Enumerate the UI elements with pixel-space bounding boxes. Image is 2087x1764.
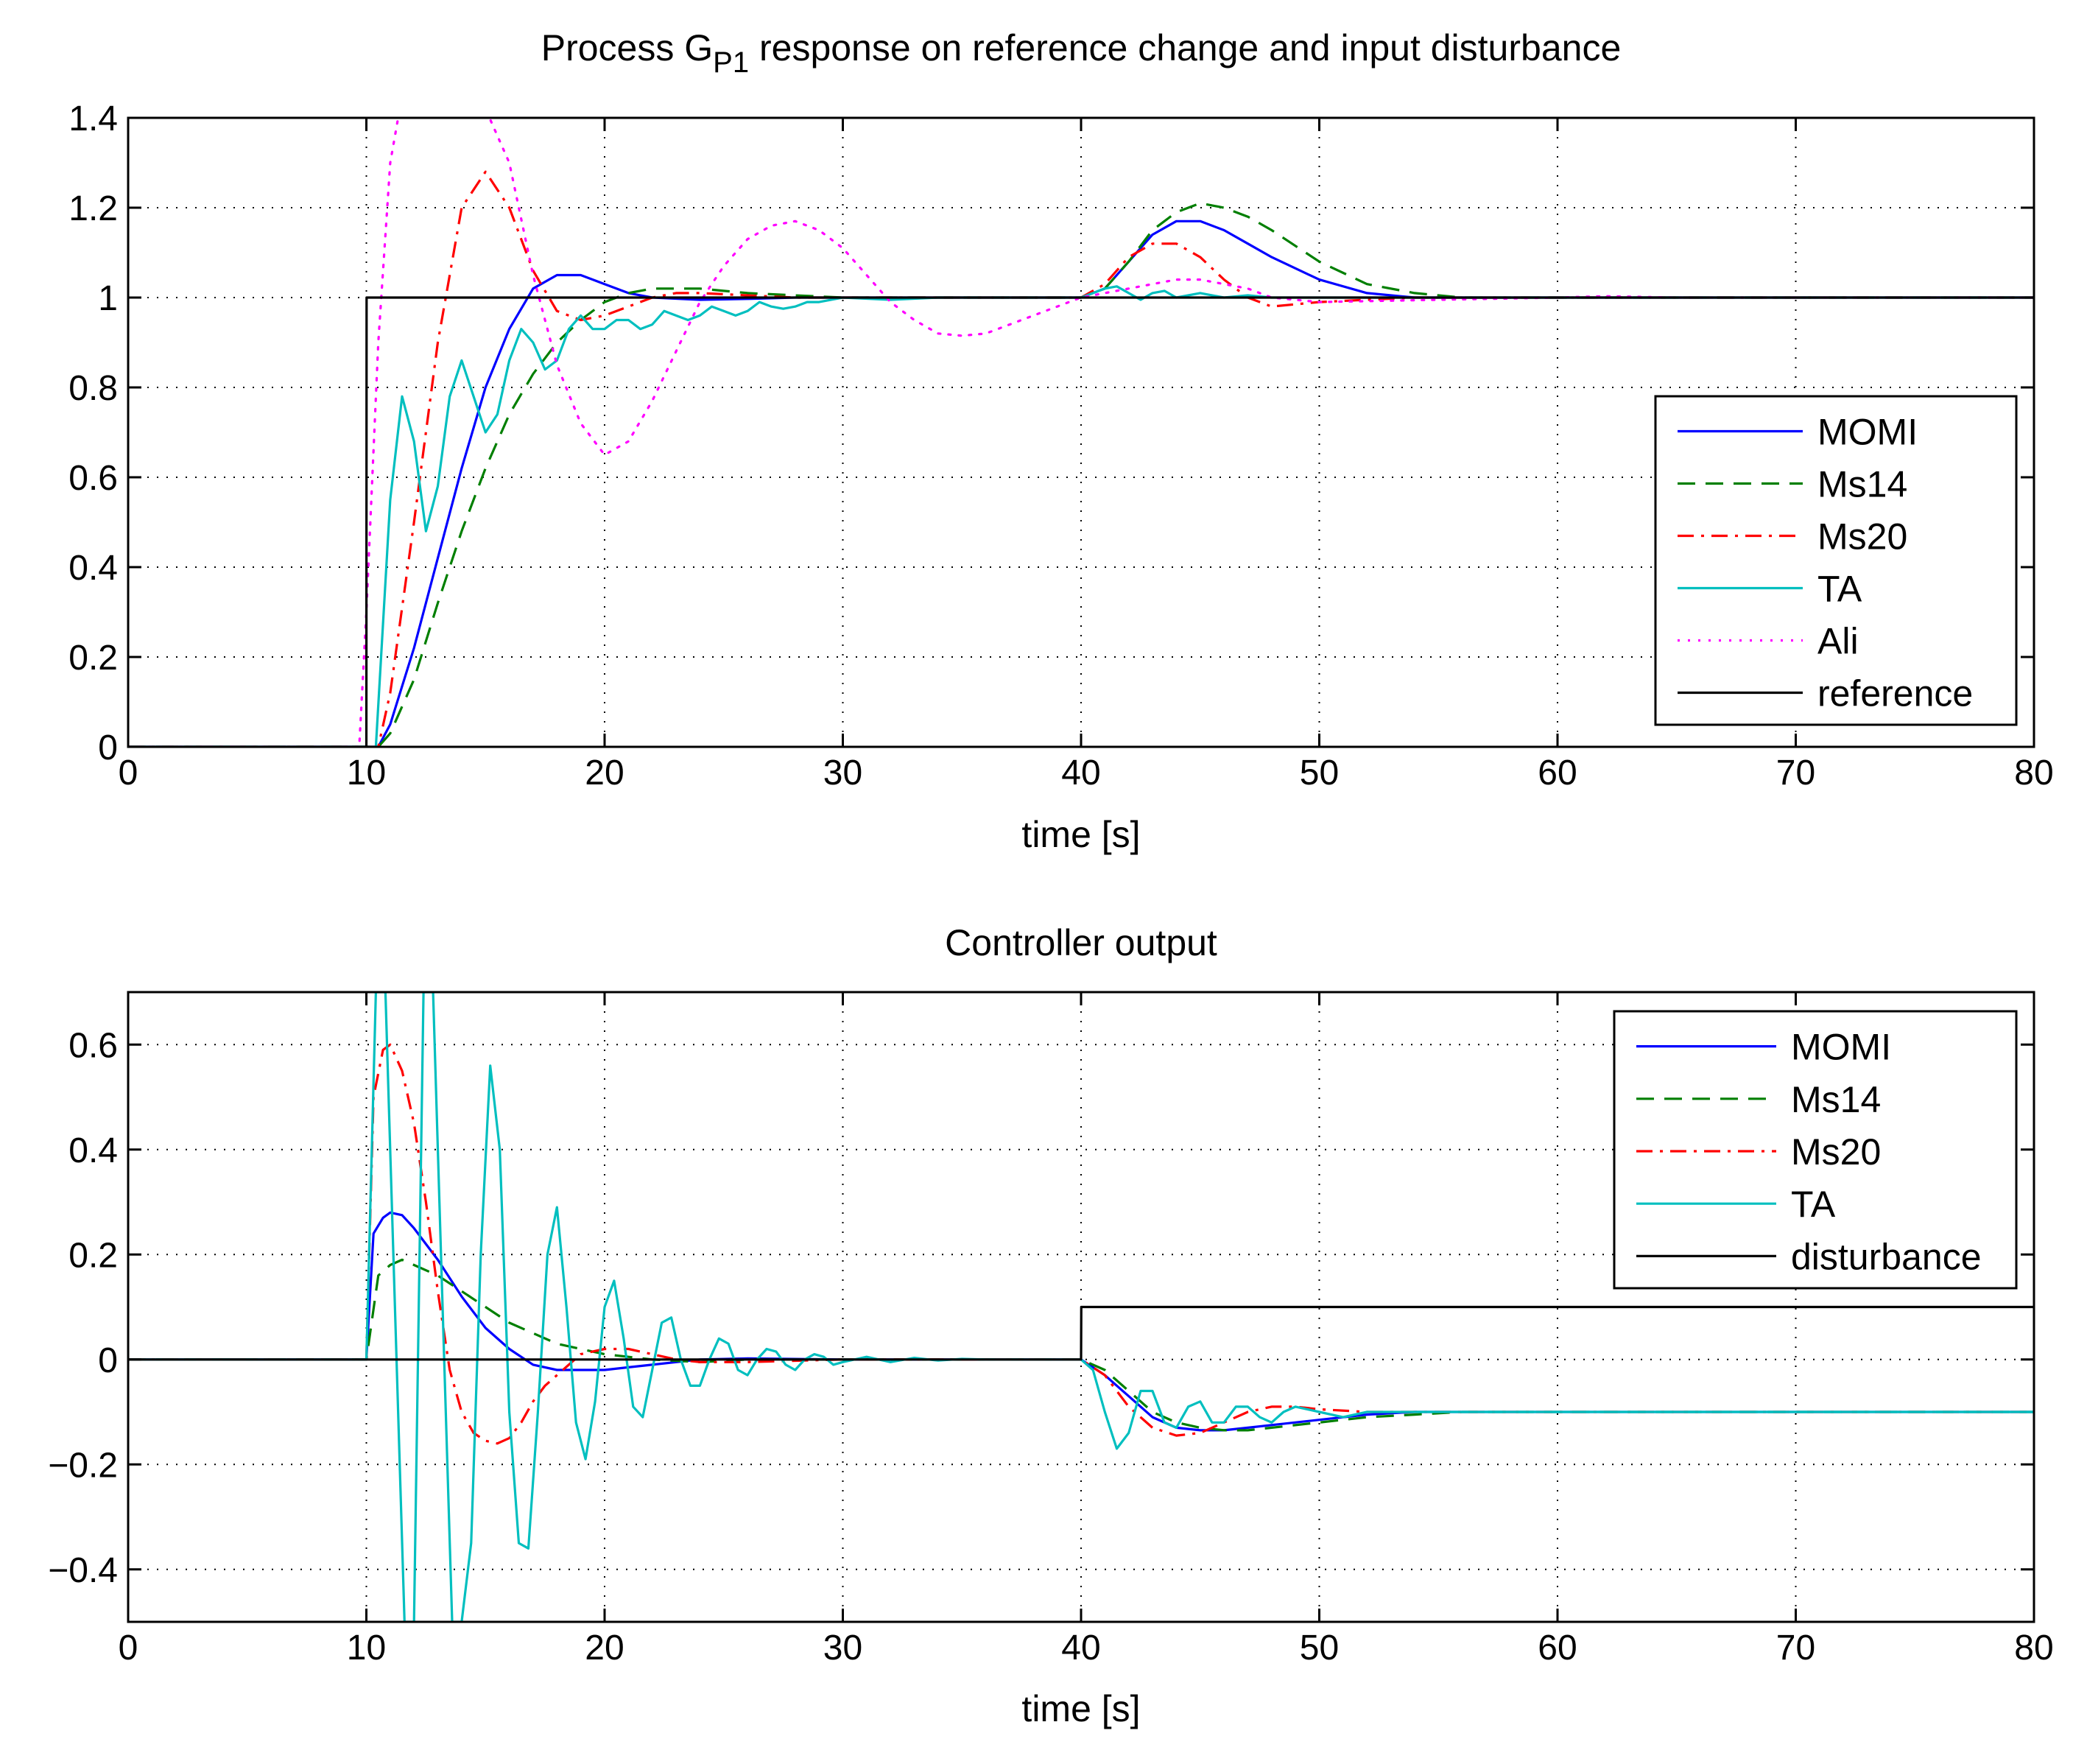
bottom-x-tick-label: 50 — [1300, 1628, 1339, 1668]
bottom-series-group — [128, 992, 2034, 1622]
top-series-group — [128, 118, 2034, 747]
top-legend-label-ms14: Ms14 — [1817, 464, 1907, 505]
bottom-legend-label-ms14: Ms14 — [1791, 1079, 1881, 1120]
bottom-legend-label-ms20: Ms20 — [1791, 1131, 1881, 1173]
bottom-x-tick-label: 30 — [823, 1628, 862, 1668]
top-x-tick-label: 0 — [119, 753, 138, 793]
bottom-legend-label-disturbance: disturbance — [1791, 1236, 1982, 1277]
top-legend-box — [1654, 395, 2018, 726]
bottom-chart-title: Controller output — [945, 922, 1217, 963]
bottom-x-tick-label: 10 — [347, 1628, 386, 1668]
top-title-rest: response on reference change and input d… — [749, 27, 1621, 68]
bottom-x-tick-label: 60 — [1538, 1628, 1577, 1668]
bottom-legend-box — [1613, 1010, 2018, 1290]
bottom-x-tick-label: 0 — [119, 1628, 138, 1668]
bottom-y-tick-label: 0.6 — [68, 1026, 118, 1065]
top-y-tick-label: 1.4 — [68, 99, 118, 138]
bottom-x-tick-label: 80 — [2014, 1628, 2053, 1668]
top-x-tick-label: 20 — [585, 753, 624, 793]
bottom-y-tick-label: 0.2 — [68, 1236, 118, 1275]
bottom-x-axis-label: time [s] — [1021, 1688, 1140, 1729]
bottom-series-line-ta — [128, 992, 2034, 1622]
top-title-main: Process G — [541, 27, 713, 68]
top-x-tick-label: 60 — [1538, 753, 1577, 793]
top-series-line-ali — [128, 118, 2034, 747]
bottom-legend-label-ta: TA — [1791, 1184, 1836, 1225]
bottom-series-line-ms20 — [128, 1043, 2034, 1445]
bottom-x-tick-label: 20 — [585, 1628, 624, 1668]
bottom-y-tick-label: −0.4 — [48, 1551, 118, 1590]
bottom-series-line-ms14 — [128, 1258, 2034, 1432]
top-y-tick-label: 1.2 — [68, 189, 118, 228]
bottom-legend-items: MOMI Ms14 Ms20 TA disturbance — [1636, 1027, 1982, 1277]
top-series-line-ms14 — [128, 202, 2034, 747]
top-x-tick-label: 80 — [2014, 753, 2053, 793]
top-legend-items: MOMI Ms14 Ms20 TA Ali reference — [1678, 412, 1973, 714]
bottom-series-line-momi — [128, 1211, 2034, 1432]
top-legend: MOMI Ms14 Ms20 TA Ali reference — [1654, 395, 2018, 726]
top-x-axis-label: time [s] — [1021, 814, 1140, 855]
bottom-y-tick-label: −0.2 — [48, 1446, 118, 1485]
bottom-x-tick-label: 70 — [1776, 1628, 1815, 1668]
top-y-tick-label: 0.4 — [68, 549, 118, 588]
top-legend-label-reference: reference — [1817, 673, 1973, 714]
top-x-tick-label: 10 — [347, 753, 386, 793]
top-chart-title: Process GP1 response on reference change… — [541, 27, 1622, 79]
top-y-tick-label: 0.8 — [68, 369, 118, 408]
bottom-series-line-disturbance — [128, 1305, 2034, 1361]
top-y-tick-label: 0 — [98, 728, 118, 767]
top-x-tick-label: 40 — [1061, 753, 1100, 793]
top-x-tick-label: 50 — [1300, 753, 1339, 793]
top-legend-label-ali: Ali — [1817, 621, 1859, 662]
top-series-line-reference — [128, 296, 2034, 747]
top-y-tick-label: 1 — [98, 279, 118, 318]
bottom-ticks: 0 10 20 30 40 50 60 70 80 −0.4 −0.2 0 0.2 0.4 0.6 — [48, 992, 2054, 1668]
bottom-y-tick-label: 0 — [98, 1341, 118, 1380]
top-x-tick-label: 70 — [1776, 753, 1815, 793]
top-x-tick-label: 30 — [823, 753, 862, 793]
top-chart: 0 10 20 30 40 50 60 70 80 0 0.2 0.4 0.6 0.8 1 1.2 1.4 Pr… — [68, 27, 2053, 855]
top-y-tick-label: 0.6 — [68, 459, 118, 498]
bottom-chart: 0 10 20 30 40 50 60 70 80 −0.4 −0.2 0 0.2 0.4 0.6 Cont… — [48, 922, 2053, 1729]
bottom-x-tick-label: 40 — [1061, 1628, 1100, 1668]
top-legend-label-ms20: Ms20 — [1817, 516, 1907, 558]
bottom-legend-label-momi: MOMI — [1791, 1027, 1891, 1068]
top-legend-label-momi: MOMI — [1817, 412, 1918, 453]
bottom-y-tick-label: 0.4 — [68, 1131, 118, 1170]
top-title-subscript: P1 — [713, 46, 749, 79]
top-ticks: 0 10 20 30 40 50 60 70 80 0 0.2 0.4 0.6 0.8 1 1.2 1.4 — [68, 99, 2053, 793]
bottom-legend: MOMI Ms14 Ms20 TA disturbance — [1613, 1010, 2018, 1290]
top-y-tick-label: 0.2 — [68, 639, 118, 678]
top-legend-label-ta: TA — [1817, 569, 1862, 610]
